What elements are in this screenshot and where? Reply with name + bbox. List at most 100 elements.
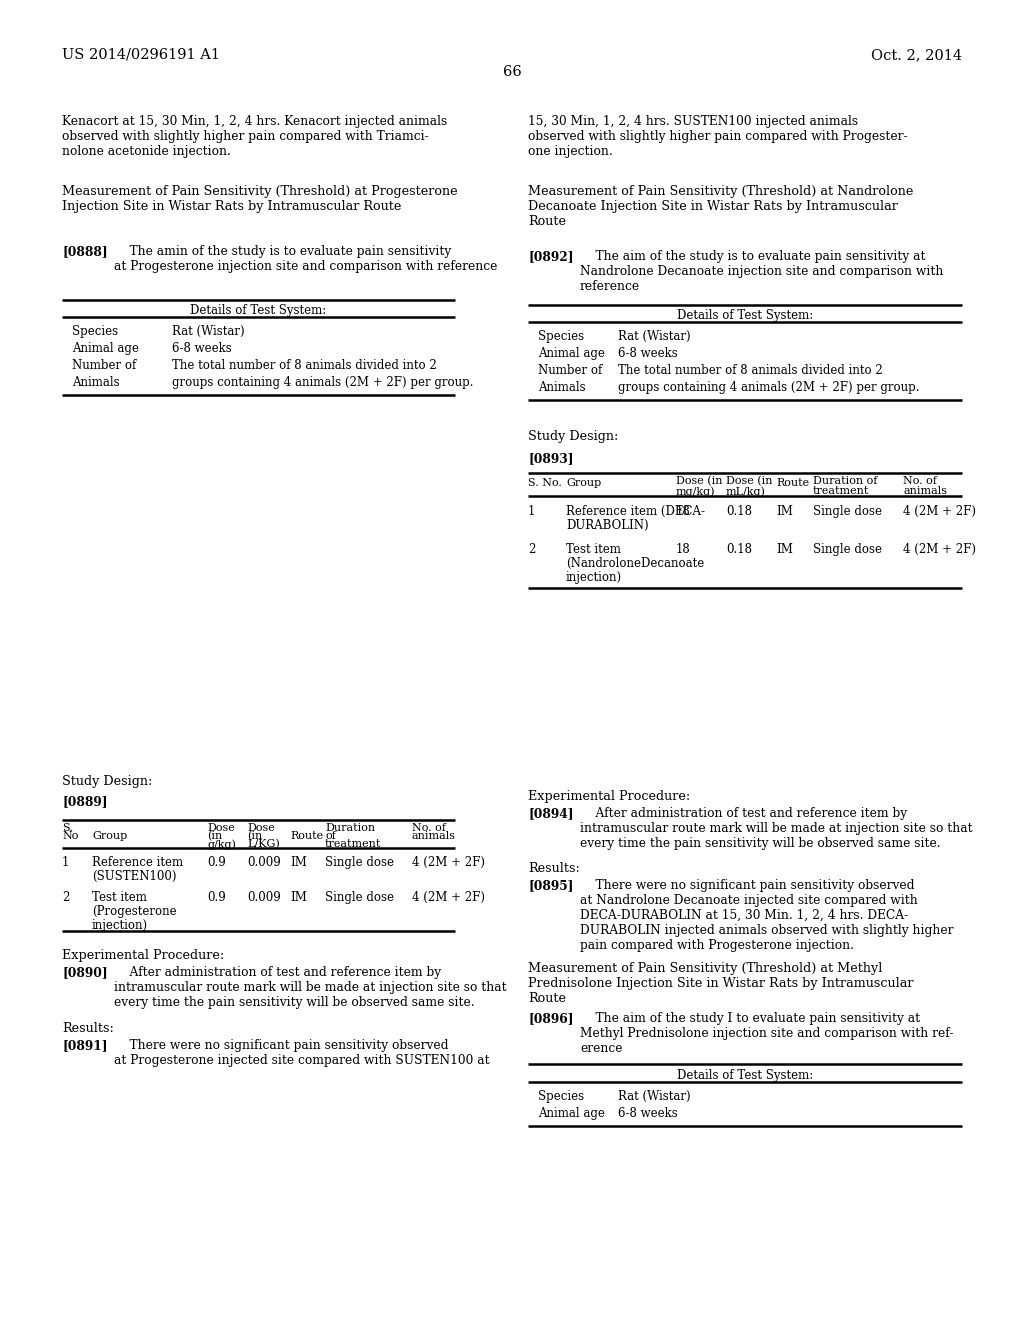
Text: Single dose: Single dose: [813, 543, 882, 556]
Text: [0891]: [0891]: [62, 1039, 108, 1052]
Text: Details of Test System:: Details of Test System:: [677, 309, 813, 322]
Text: 2: 2: [62, 891, 70, 904]
Text: Measurement of Pain Sensitivity (Threshold) at Methyl
Prednisolone Injection Sit: Measurement of Pain Sensitivity (Thresho…: [528, 962, 913, 1005]
Text: 18: 18: [676, 543, 691, 556]
Text: 0.009: 0.009: [247, 855, 281, 869]
Text: 4 (2M + 2F): 4 (2M + 2F): [903, 543, 976, 556]
Text: Reference item: Reference item: [92, 855, 183, 869]
Text: [0888]: [0888]: [62, 246, 108, 257]
Text: (in: (in: [247, 832, 262, 841]
Text: g/kg): g/kg): [207, 840, 236, 850]
Text: 4 (2M + 2F): 4 (2M + 2F): [412, 855, 485, 869]
Text: IM: IM: [776, 506, 793, 517]
Text: groups containing 4 animals (2M + 2F) per group.: groups containing 4 animals (2M + 2F) pe…: [172, 376, 473, 389]
Text: treatment: treatment: [813, 486, 869, 496]
Text: Dose (in: Dose (in: [726, 477, 772, 486]
Text: DURABOLIN): DURABOLIN): [566, 519, 648, 532]
Text: 0.18: 0.18: [726, 506, 752, 517]
Text: [0894]: [0894]: [528, 807, 573, 820]
Text: [0892]: [0892]: [528, 249, 573, 263]
Text: animals: animals: [412, 832, 456, 841]
Text: Results:: Results:: [62, 1022, 114, 1035]
Text: Single dose: Single dose: [325, 891, 394, 904]
Text: 15, 30 Min, 1, 2, 4 hrs. SUSTEN100 injected animals
observed with slightly highe: 15, 30 Min, 1, 2, 4 hrs. SUSTEN100 injec…: [528, 115, 907, 158]
Text: Details of Test System:: Details of Test System:: [677, 1069, 813, 1082]
Text: Animal age: Animal age: [538, 1107, 605, 1119]
Text: After administration of test and reference item by
intramuscular route mark will: After administration of test and referen…: [580, 807, 973, 850]
Text: Rat (Wistar): Rat (Wistar): [618, 330, 690, 343]
Text: [0895]: [0895]: [528, 879, 573, 892]
Text: 6-8 weeks: 6-8 weeks: [618, 1107, 678, 1119]
Text: Species: Species: [538, 1090, 584, 1104]
Text: 2: 2: [528, 543, 536, 556]
Text: Reference item (DECA-: Reference item (DECA-: [566, 506, 705, 517]
Text: 0.18: 0.18: [726, 543, 752, 556]
Text: [0890]: [0890]: [62, 966, 108, 979]
Text: 0.9: 0.9: [207, 855, 225, 869]
Text: Measurement of Pain Sensitivity (Threshold) at Nandrolone
Decanoate Injection Si: Measurement of Pain Sensitivity (Thresho…: [528, 185, 913, 228]
Text: Rat (Wistar): Rat (Wistar): [618, 1090, 690, 1104]
Text: 6-8 weeks: 6-8 weeks: [618, 347, 678, 360]
Text: Animal age: Animal age: [72, 342, 139, 355]
Text: Route: Route: [776, 478, 809, 488]
Text: (Progesterone: (Progesterone: [92, 906, 176, 917]
Text: No: No: [62, 832, 79, 841]
Text: Species: Species: [538, 330, 584, 343]
Text: Animals: Animals: [538, 381, 586, 393]
Text: [0893]: [0893]: [528, 451, 573, 465]
Text: injection): injection): [566, 572, 623, 583]
Text: Number of: Number of: [72, 359, 136, 372]
Text: Number of: Number of: [538, 364, 602, 378]
Text: Kenacort at 15, 30 Min, 1, 2, 4 hrs. Kenacort injected animals
observed with sli: Kenacort at 15, 30 Min, 1, 2, 4 hrs. Ken…: [62, 115, 447, 158]
Text: The amin of the study is to evaluate pain sensitivity
at Progesterone injection : The amin of the study is to evaluate pai…: [114, 246, 498, 273]
Text: The total number of 8 animals divided into 2: The total number of 8 animals divided in…: [618, 364, 883, 378]
Text: The aim of the study I to evaluate pain sensitivity at
Methyl Prednisolone injec: The aim of the study I to evaluate pain …: [580, 1012, 953, 1055]
Text: Oct. 2, 2014: Oct. 2, 2014: [870, 48, 962, 62]
Text: 4 (2M + 2F): 4 (2M + 2F): [412, 891, 485, 904]
Text: Measurement of Pain Sensitivity (Threshold) at Progesterone
Injection Site in Wi: Measurement of Pain Sensitivity (Thresho…: [62, 185, 458, 213]
Text: Dose: Dose: [207, 822, 234, 833]
Text: [0889]: [0889]: [62, 795, 108, 808]
Text: treatment: treatment: [325, 840, 381, 849]
Text: Animal age: Animal age: [538, 347, 605, 360]
Text: Dose (in: Dose (in: [676, 477, 723, 486]
Text: 1: 1: [528, 506, 536, 517]
Text: Duration of: Duration of: [813, 477, 878, 486]
Text: No. of: No. of: [903, 477, 937, 486]
Text: IM: IM: [290, 855, 307, 869]
Text: Study Design:: Study Design:: [62, 775, 153, 788]
Text: Experimental Procedure:: Experimental Procedure:: [62, 949, 224, 962]
Text: mg/kg): mg/kg): [676, 486, 716, 496]
Text: Duration: Duration: [325, 822, 375, 833]
Text: 66: 66: [503, 65, 521, 79]
Text: 6-8 weeks: 6-8 weeks: [172, 342, 231, 355]
Text: Single dose: Single dose: [325, 855, 394, 869]
Text: injection): injection): [92, 919, 148, 932]
Text: US 2014/0296191 A1: US 2014/0296191 A1: [62, 48, 220, 62]
Text: Single dose: Single dose: [813, 506, 882, 517]
Text: [0896]: [0896]: [528, 1012, 573, 1026]
Text: Group: Group: [92, 832, 127, 841]
Text: S. No.: S. No.: [528, 478, 562, 488]
Text: 0.009: 0.009: [247, 891, 281, 904]
Text: No. of: No. of: [412, 822, 445, 833]
Text: 0.9: 0.9: [207, 891, 225, 904]
Text: (in: (in: [207, 832, 222, 841]
Text: Animals: Animals: [72, 376, 120, 389]
Text: (NandroloneDecanoate: (NandroloneDecanoate: [566, 557, 705, 570]
Text: There were no significant pain sensitivity observed
at Progesterone injected sit: There were no significant pain sensitivi…: [114, 1039, 489, 1067]
Text: Study Design:: Study Design:: [528, 430, 618, 444]
Text: Group: Group: [566, 478, 601, 488]
Text: Route: Route: [290, 832, 324, 841]
Text: IM: IM: [776, 543, 793, 556]
Text: animals: animals: [903, 486, 947, 496]
Text: Species: Species: [72, 325, 118, 338]
Text: 4 (2M + 2F): 4 (2M + 2F): [903, 506, 976, 517]
Text: (SUSTEN100): (SUSTEN100): [92, 870, 176, 883]
Text: Details of Test System:: Details of Test System:: [190, 304, 327, 317]
Text: groups containing 4 animals (2M + 2F) per group.: groups containing 4 animals (2M + 2F) pe…: [618, 381, 920, 393]
Text: After administration of test and reference item by
intramuscular route mark will: After administration of test and referen…: [114, 966, 507, 1008]
Text: mL/kg): mL/kg): [726, 486, 766, 496]
Text: The total number of 8 animals divided into 2: The total number of 8 animals divided in…: [172, 359, 437, 372]
Text: S.: S.: [62, 822, 73, 833]
